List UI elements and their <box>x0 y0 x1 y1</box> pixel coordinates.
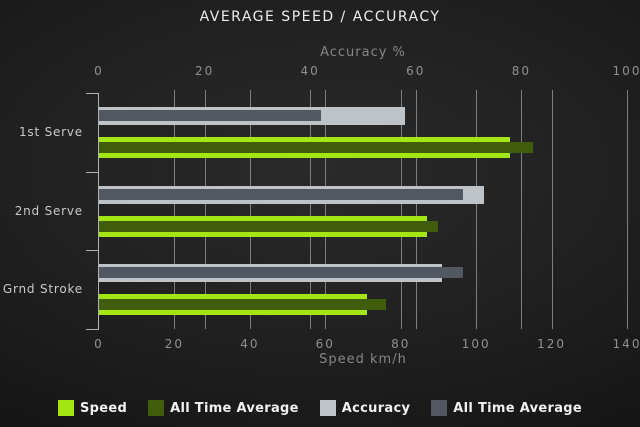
y-axis-line <box>98 93 99 329</box>
bottom-axis-title: Speed km/h <box>319 352 407 367</box>
legend-swatch-all-time-average <box>148 400 165 416</box>
top-gridline <box>310 90 312 329</box>
top-axis-title: Accuracy % <box>320 45 406 60</box>
legend-label: Accuracy <box>341 400 411 416</box>
bar-all-time-average-grnd-stroke <box>99 267 464 279</box>
top-axis-tick-label: 100 <box>612 64 640 78</box>
bottom-axis-tick-label: 120 <box>537 337 567 351</box>
category-boundary-tick <box>86 171 99 173</box>
legend-label: All Time Average <box>170 400 299 416</box>
bottom-axis-tick-label: 60 <box>315 337 335 351</box>
top-axis-tick-label: 60 <box>406 64 426 78</box>
top-axis-tick-label: 80 <box>511 64 532 78</box>
chart-title: AVERAGE SPEED / ACCURACY <box>199 9 441 25</box>
bottom-gridline <box>476 90 478 329</box>
category-label-2nd-serve: 2nd Serve <box>14 203 83 218</box>
legend-swatch-accuracy <box>319 400 336 416</box>
legend-item-speed: Speed <box>57 400 128 416</box>
bar-all-time-average-grnd-stroke <box>99 299 386 311</box>
bottom-gridline <box>325 90 327 329</box>
legend-item-all-time-average: All Time Average <box>148 400 299 416</box>
legend-item-accuracy: Accuracy <box>319 400 411 416</box>
bar-all-time-average-2nd-serve <box>99 188 464 200</box>
top-axis-tick-label: 40 <box>300 64 320 78</box>
top-gridline <box>204 90 206 329</box>
bottom-axis-tick-label: 0 <box>94 337 104 351</box>
bottom-gridline <box>551 90 553 329</box>
top-gridline <box>521 90 523 329</box>
bottom-axis-tick-label: 80 <box>391 337 411 351</box>
bottom-axis-tick-label: 100 <box>461 337 491 351</box>
category-label-1st-serve: 1st Serve <box>18 124 83 139</box>
bottom-axis-tick-label: 20 <box>164 337 185 351</box>
category-boundary-tick <box>86 329 99 330</box>
legend-swatch-all-time-average <box>431 400 448 416</box>
bottom-gridline <box>174 90 176 329</box>
legend: Speed All Time Average Accuracy All Time Av… <box>0 398 640 418</box>
bar-all-time-average-2nd-serve <box>99 220 439 232</box>
legend-item-all-time-average: All Time Average <box>431 400 582 416</box>
bottom-axis-tick-label: 40 <box>240 337 260 351</box>
top-gridline <box>415 90 417 329</box>
category-boundary-tick <box>86 250 99 252</box>
legend-label: All Time Average <box>453 400 583 416</box>
top-axis-tick-label: 20 <box>194 64 215 78</box>
top-axis-tick-label: 0 <box>94 64 104 78</box>
category-boundary-tick <box>86 93 99 94</box>
bottom-gridline <box>627 90 628 329</box>
bottom-gridline <box>249 90 251 329</box>
bottom-axis-tick-label: 140 <box>612 337 640 351</box>
bar-all-time-average-1st-serve <box>99 142 533 153</box>
bottom-gridline <box>400 90 402 329</box>
legend-swatch-speed <box>57 400 74 416</box>
category-label-grnd-stroke: Grnd Stroke <box>2 282 83 297</box>
bar-all-time-average-1st-serve <box>99 110 321 121</box>
legend-label: Speed <box>79 400 128 416</box>
